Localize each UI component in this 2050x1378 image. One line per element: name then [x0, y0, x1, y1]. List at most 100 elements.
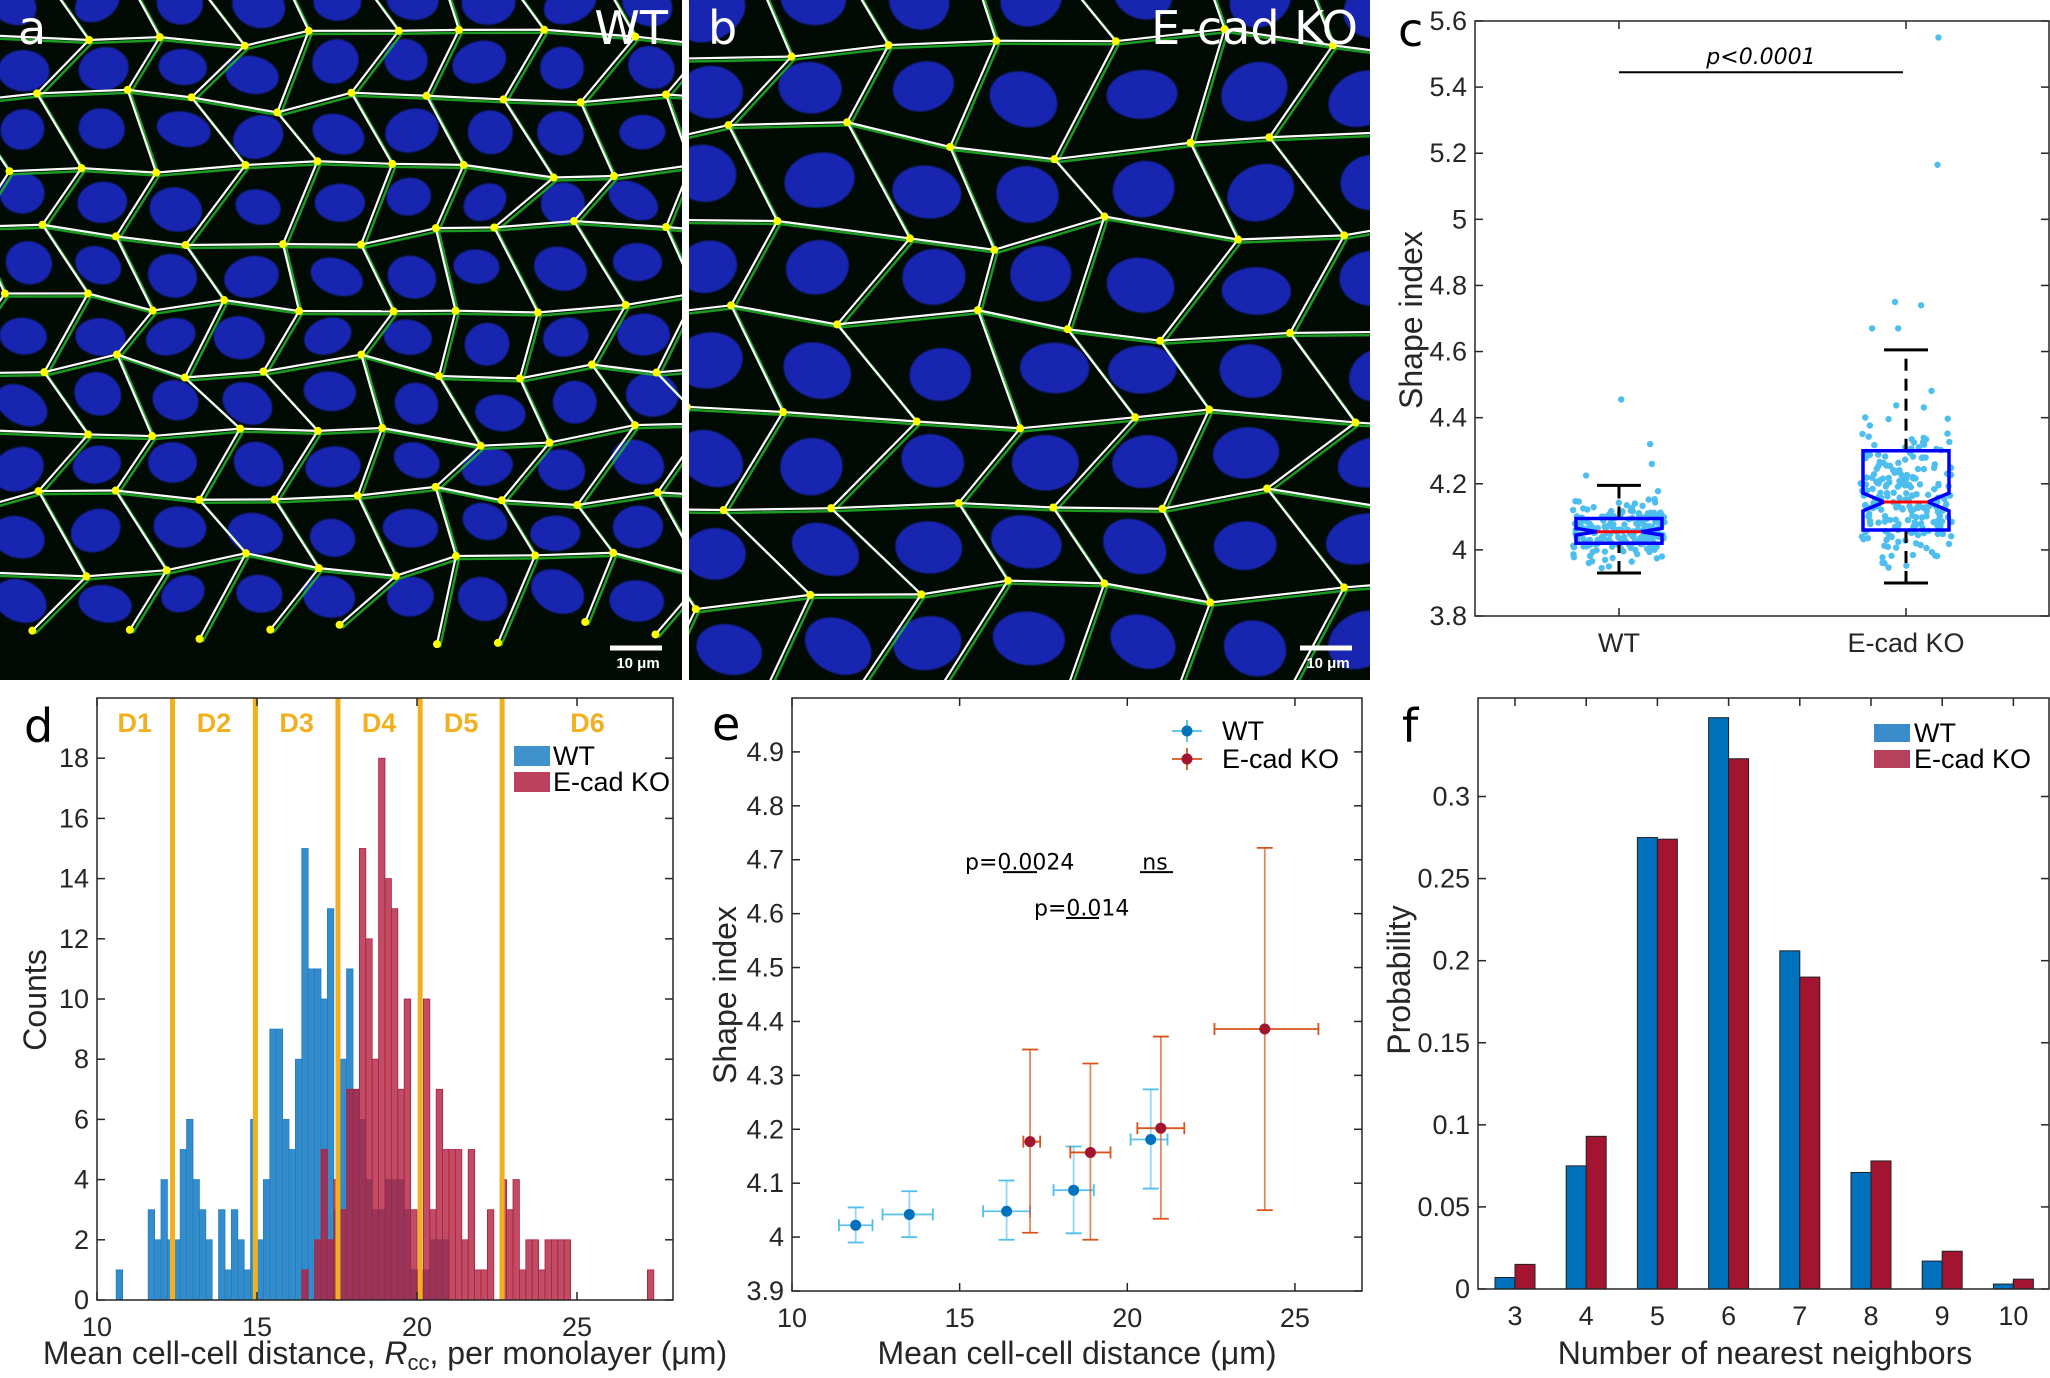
- cell-edge: [138, 0, 161, 38]
- data-point: [1623, 502, 1631, 509]
- cell-vertex: [278, 240, 287, 249]
- membrane: [321, 569, 399, 581]
- nucleus: [689, 0, 746, 43]
- cell-vertex: [531, 551, 540, 560]
- nucleus: [892, 61, 954, 112]
- cell-vertex: [515, 374, 524, 383]
- membrane: [276, 433, 322, 504]
- data-point: [1903, 490, 1910, 497]
- cell-edge: [281, 243, 301, 312]
- membrane: [1269, 490, 1370, 509]
- cell-edge: [0, 429, 89, 436]
- histogram-bar: [461, 1239, 469, 1301]
- cell-edge: [1268, 44, 1334, 138]
- y-tick-label: 5: [1452, 204, 1467, 234]
- membrane: [1162, 241, 1242, 345]
- membrane: [980, 311, 1071, 334]
- cell-edge: [0, 155, 11, 172]
- cell-vertex: [652, 368, 661, 377]
- cell-edge: [31, 575, 88, 632]
- membrane: [912, 240, 998, 255]
- cell-vertex: [973, 306, 982, 315]
- histogram-cell-distance: d Counts Mean cell-cell distance, Rcc, p…: [17, 697, 727, 1375]
- cell-edge: [1162, 487, 1268, 510]
- cell-vertex: [493, 638, 502, 647]
- nucleus: [78, 584, 132, 623]
- cell-edge: [245, 552, 320, 570]
- cell-edge: [1237, 234, 1345, 241]
- y-tick-label: 16: [59, 803, 89, 833]
- data-point: [1001, 1205, 1013, 1217]
- membrane: [362, 247, 398, 315]
- membrane: [657, 608, 682, 639]
- cell-edge: [1052, 506, 1106, 585]
- cell-edge: [535, 551, 614, 557]
- nucleus: [0, 109, 45, 150]
- nucleus: [78, 47, 129, 91]
- nucleus: [1020, 342, 1090, 394]
- membrane: [785, 413, 920, 426]
- outlier-point: [1646, 440, 1654, 448]
- membrane: [438, 558, 461, 648]
- data-point: [1924, 491, 1932, 498]
- cell-edge: [1454, 427, 1549, 430]
- cell-edge: [37, 490, 88, 577]
- nucleus: [467, 110, 513, 155]
- cell-edge: [579, 101, 615, 177]
- nucleus: [543, 317, 589, 357]
- band-label: D2: [197, 708, 232, 738]
- data-point: [1885, 474, 1892, 482]
- data-point: [1909, 551, 1917, 559]
- membrane: [155, 430, 244, 441]
- cell-edge: [357, 485, 436, 497]
- cell-edge: [43, 371, 89, 436]
- data-point: [1909, 512, 1916, 519]
- x-tick-label: 20: [402, 1312, 432, 1342]
- nucleus: [611, 439, 665, 485]
- bar: [1494, 1277, 1516, 1290]
- cell-edge: [274, 494, 358, 501]
- membrane: [924, 582, 1012, 599]
- nucleus: [992, 611, 1065, 666]
- nucleus: [77, 181, 128, 224]
- membrane: [483, 444, 553, 450]
- cell-edge: [425, 95, 465, 166]
- histogram-bar: [519, 1269, 527, 1301]
- cell-edge: [727, 124, 779, 222]
- membrane: [849, 123, 954, 152]
- nucleus: [617, 313, 670, 356]
- cell-edge: [359, 163, 394, 245]
- y-tick-label: 12: [59, 924, 89, 954]
- cell-vertex: [187, 93, 196, 102]
- data-point: [1914, 531, 1922, 539]
- membrane: [638, 38, 682, 46]
- cell-edge: [730, 304, 838, 326]
- membrane: [440, 313, 460, 380]
- membrane: [952, 148, 1058, 164]
- membrane: [363, 313, 398, 359]
- membrane: [130, 91, 195, 102]
- cell-vertex: [1063, 325, 1072, 334]
- cell-edge: [1053, 40, 1117, 160]
- nucleus: [387, 255, 437, 299]
- cell-edge: [1190, 136, 1270, 144]
- membrane: [576, 178, 618, 225]
- cell-edge: [351, 91, 427, 97]
- membrane: [284, 246, 304, 315]
- cell-vertex: [631, 32, 640, 41]
- cell-edge: [573, 220, 627, 306]
- membrane: [951, 43, 1001, 151]
- nucleus: [1343, 0, 1370, 38]
- cell-edge: [198, 499, 247, 554]
- membrane: [46, 356, 121, 377]
- cell-vertex: [155, 33, 164, 42]
- cell-edge: [689, 124, 729, 136]
- cell-edge: [127, 88, 192, 99]
- histogram-bar: [160, 1179, 168, 1301]
- membrane: [117, 174, 161, 241]
- cell-vertex: [806, 590, 815, 599]
- data-point: [1861, 502, 1869, 509]
- micrograph-wt: a WT 10 μm: [0, 0, 682, 680]
- cell-edge: [634, 422, 682, 427]
- cell-edge: [0, 490, 39, 503]
